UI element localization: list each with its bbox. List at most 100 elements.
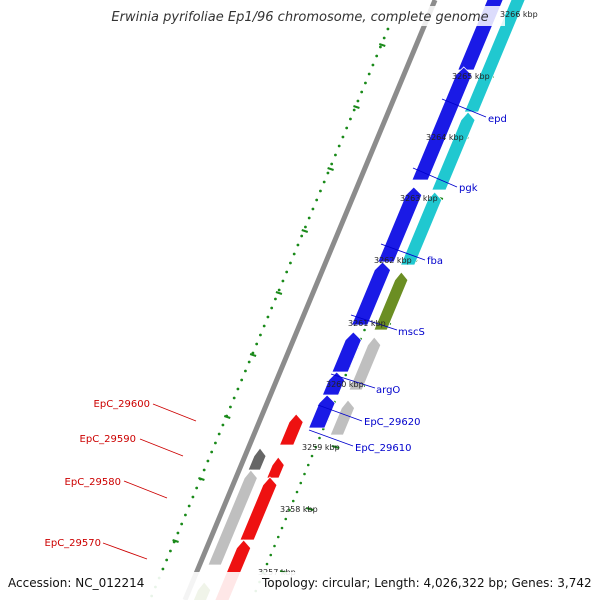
gene-label-pgk[interactable]: pgk — [459, 183, 478, 194]
scale-dot — [314, 445, 318, 449]
scale-dot — [288, 508, 291, 512]
scale-dot — [202, 468, 206, 472]
scale-dot — [265, 562, 269, 566]
scale-dot — [360, 90, 364, 94]
gene-label-epc-29570[interactable]: EpC_29570 — [45, 538, 101, 549]
scale-dot — [303, 472, 306, 476]
scale-dot — [292, 252, 296, 256]
scale-dot — [280, 526, 284, 530]
scale-tick — [249, 353, 257, 357]
scale-dot — [356, 99, 360, 103]
gene-arrow-cyan[interactable] — [431, 111, 476, 191]
scale-dot — [375, 54, 379, 58]
scale-dot — [229, 405, 232, 409]
scale-dot — [364, 81, 367, 85]
scale-tick — [378, 43, 386, 47]
scale-dot — [307, 216, 311, 220]
backbone — [182, 0, 438, 600]
scale-dot — [319, 189, 322, 193]
scale-label-3260: 3260 kbp — [326, 380, 364, 389]
gene-arrow-gray[interactable] — [329, 399, 355, 436]
scale-dot — [221, 423, 225, 427]
gene-arrow-reverse[interactable] — [239, 476, 278, 541]
scale-dot — [247, 360, 251, 364]
leader-line — [441, 98, 487, 118]
scale-dot — [386, 27, 390, 31]
leader-line — [308, 429, 354, 447]
scale-tick — [275, 291, 283, 295]
gene-arrow-reverse[interactable] — [278, 413, 304, 446]
scale-dot — [161, 567, 165, 571]
scale-dot — [262, 324, 266, 328]
scale-dot — [311, 207, 315, 211]
gene-arrow-forward[interactable] — [350, 261, 391, 326]
scale-dot — [184, 513, 187, 517]
gene-arrow-forward[interactable] — [377, 186, 423, 263]
scale-label-3263: 3263 kbp — [400, 194, 438, 203]
scale-dot — [180, 522, 184, 526]
scale-tick — [198, 477, 205, 481]
scale-dot — [304, 225, 307, 229]
scale-dot — [367, 72, 371, 76]
scale-dot — [315, 198, 319, 202]
gene-arrow-forward[interactable] — [331, 331, 362, 373]
scale-dot — [232, 396, 236, 400]
scale-dot — [236, 387, 240, 391]
scale-tick — [331, 445, 340, 449]
genome-summary-text: Topology: circular; Length: 4,026,322 bp… — [261, 576, 592, 590]
leader-line — [123, 480, 168, 499]
gene-label-fba[interactable]: fba — [427, 256, 443, 267]
gene-arrow-gray[interactable] — [348, 336, 382, 391]
scale-dot — [349, 117, 352, 121]
scale-dot — [326, 171, 330, 175]
scale-dot — [270, 306, 274, 310]
gene-label-epc-29590[interactable]: EpC_29590 — [80, 434, 136, 445]
leader-line — [412, 167, 458, 188]
leader-line — [152, 403, 197, 422]
gene-arrow-forward[interactable] — [411, 66, 473, 181]
gene-label-epc-29620[interactable]: EpC_29620 — [364, 417, 420, 428]
gene-features — [193, 0, 533, 600]
gene-label-epc-29580[interactable]: EpC_29580 — [65, 477, 121, 488]
gene-label-mscs[interactable]: mscS — [398, 327, 425, 338]
scale-label-3262: 3262 kbp — [374, 256, 412, 265]
gene-label-epc-29600[interactable]: EpC_29600 — [94, 399, 150, 410]
leader-line — [350, 314, 398, 331]
scale-dot — [299, 481, 303, 485]
gene-label-epd[interactable]: epd — [488, 114, 507, 125]
scale-dot — [244, 369, 247, 373]
scale-dot — [195, 486, 199, 490]
gene-arrow-reverse[interactable] — [266, 456, 285, 479]
scale-dot — [206, 459, 210, 463]
gene-arrow-gray[interactable] — [207, 469, 258, 566]
gene-arrow-forward[interactable] — [321, 371, 346, 396]
gene-label-argo[interactable]: argO — [376, 385, 400, 396]
gene-arrow-olive[interactable] — [373, 271, 409, 331]
leader-line — [139, 438, 184, 457]
scale-dot — [322, 180, 326, 184]
scale-dot — [191, 495, 195, 499]
scale-dot — [187, 504, 191, 508]
gene-label-epc-29610[interactable]: EpC_29610 — [355, 443, 411, 454]
scale-dot — [337, 144, 341, 148]
scale-dot — [273, 544, 276, 548]
scale-dot — [382, 36, 386, 40]
scale-dot — [214, 441, 217, 445]
scale-label-3266: 3266 kbp — [500, 10, 538, 19]
gene-arrow-forward[interactable] — [308, 394, 336, 429]
gene-arrow-cyan[interactable] — [399, 191, 443, 266]
scale-dot — [285, 270, 289, 274]
map-title: Erwinia pyrifoliae Ep1/96 chromosome, co… — [111, 10, 488, 25]
scale-tick — [306, 507, 314, 511]
scale-dot — [379, 45, 382, 49]
label-leaders — [102, 98, 487, 560]
scale-dot — [210, 450, 214, 454]
gene-arrow-dark[interactable] — [247, 447, 267, 471]
scale-dot — [306, 463, 310, 467]
scale-dot — [363, 328, 366, 332]
leader-line — [102, 542, 148, 560]
scale-tick — [223, 415, 231, 419]
scale-dot — [165, 558, 169, 562]
gene-arrow-cyan[interactable] — [463, 0, 533, 113]
